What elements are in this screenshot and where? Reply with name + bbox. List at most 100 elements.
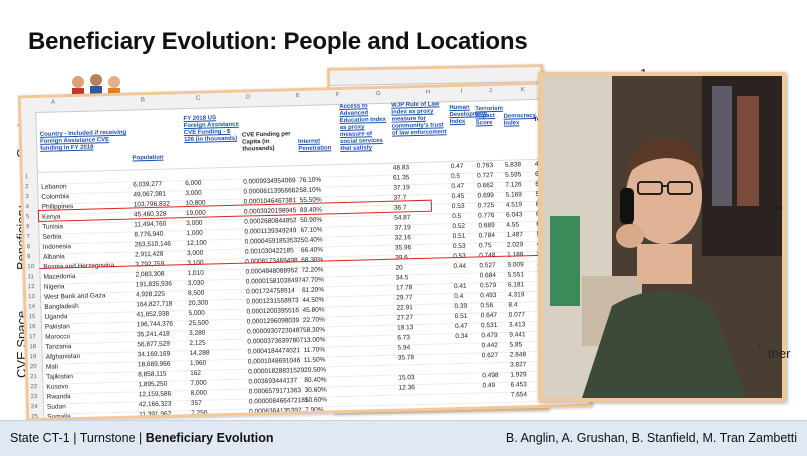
table-cell[interactable]: 8,000: [190, 389, 208, 398]
table-cell[interactable]: 29.77: [396, 294, 413, 302]
table-cell[interactable]: 13.00%: [303, 336, 326, 345]
header-democracy[interactable]: Democracy Index: [503, 112, 536, 127]
table-cell[interactable]: 6.73: [397, 334, 411, 342]
table-cell[interactable]: 58.10%: [299, 186, 322, 195]
table-cell[interactable]: 7.654: [510, 391, 528, 399]
row-number[interactable]: 7: [26, 234, 30, 241]
row-number[interactable]: 14: [28, 304, 36, 311]
table-cell[interactable]: 44.50%: [302, 296, 325, 305]
table-cell[interactable]: Kosovo: [46, 383, 69, 391]
table-cell[interactable]: 0.00009307230487: [247, 327, 304, 336]
table-cell[interactable]: 0.53: [452, 242, 466, 251]
table-cell[interactable]: 6.453: [510, 381, 527, 389]
row-number[interactable]: 23: [30, 394, 38, 401]
table-cell[interactable]: 0.0001231558973: [246, 297, 299, 306]
row-number[interactable]: 21: [30, 374, 37, 381]
row-number[interactable]: 22: [30, 384, 38, 391]
table-cell[interactable]: 0.689: [478, 222, 495, 230]
table-cell[interactable]: 50.90%: [300, 216, 323, 225]
table-cell[interactable]: Indonesia: [42, 243, 72, 251]
row-number[interactable]: 9: [26, 254, 31, 261]
table-cell[interactable]: 0.53: [451, 202, 465, 211]
table-cell[interactable]: Sudan: [46, 403, 66, 411]
table-cell[interactable]: 0.479: [481, 331, 498, 340]
table-cell[interactable]: 61.20%: [301, 286, 325, 295]
table-cell[interactable]: 0.0001048691046: [247, 357, 301, 366]
table-cell[interactable]: 11,391,962: [139, 410, 172, 419]
table-cell[interactable]: Bangladesh: [44, 302, 79, 311]
table-cell[interactable]: 2.029: [506, 241, 524, 249]
table-cell[interactable]: 47.70%: [301, 276, 324, 285]
table-cell[interactable]: Tanzania: [45, 343, 72, 351]
row-number[interactable]: 10: [27, 264, 35, 271]
table-cell[interactable]: 2,083,308: [135, 270, 165, 279]
table-cell[interactable]: 61.35: [393, 174, 410, 182]
table-cell[interactable]: 35.78: [397, 354, 415, 362]
table-cell[interactable]: 18.13: [396, 324, 414, 332]
table-cell[interactable]: Serbia: [42, 233, 62, 241]
table-cell[interactable]: 0.00001828831529: [248, 367, 305, 376]
table-cell[interactable]: 0.47: [454, 322, 468, 331]
table-cell[interactable]: 35,241,418: [137, 330, 170, 339]
table-cell[interactable]: 0.493: [480, 292, 497, 300]
table-cell[interactable]: 0.39: [454, 302, 468, 311]
row-number[interactable]: 19: [29, 354, 37, 361]
row-number[interactable]: 17: [29, 334, 36, 341]
table-cell[interactable]: 1.487: [506, 231, 524, 239]
table-cell[interactable]: 45.80%: [302, 306, 325, 315]
table-cell[interactable]: 162: [190, 369, 202, 378]
table-cell[interactable]: 48.83: [392, 164, 410, 172]
table-cell[interactable]: Rwanda: [46, 393, 71, 401]
table-cell[interactable]: Macedonia: [43, 273, 76, 281]
table-cell[interactable]: 0.41: [453, 282, 467, 291]
table-cell[interactable]: 5.838: [504, 161, 522, 169]
table-cell[interactable]: 0.784: [478, 232, 496, 240]
table-cell[interactable]: Tunisia: [42, 223, 64, 231]
table-cell[interactable]: 0.49: [482, 382, 496, 390]
row-number[interactable]: 24: [30, 404, 38, 411]
table-cell[interactable]: Uganda: [44, 313, 68, 321]
table-cell[interactable]: 30.60%: [304, 386, 327, 395]
table-cell[interactable]: 0.498: [482, 371, 499, 380]
row-number[interactable]: 6: [26, 224, 30, 231]
row-number[interactable]: 4: [25, 204, 30, 211]
table-cell[interactable]: Nigeria: [43, 283, 65, 291]
table-cell[interactable]: 11.70%: [303, 346, 326, 355]
table-cell[interactable]: 0.45: [451, 192, 465, 201]
table-cell[interactable]: 0.003693444137: [248, 377, 298, 386]
table-cell[interactable]: 0.0001200395516: [246, 307, 300, 316]
table-cell[interactable]: 12,159,586: [138, 390, 172, 399]
table-cell[interactable]: 17.78: [395, 284, 413, 292]
table-cell[interactable]: 1,000: [186, 229, 203, 238]
table-cell[interactable]: 12.36: [398, 384, 415, 392]
table-cell[interactable]: 0.684: [479, 272, 497, 280]
table-cell[interactable]: 0.75: [478, 242, 492, 250]
table-cell[interactable]: 2,911,428: [134, 250, 164, 259]
table-cell[interactable]: 196,744,376: [136, 320, 174, 329]
table-cell[interactable]: 0.5: [451, 172, 461, 181]
table-cell[interactable]: 42,166,323: [138, 400, 172, 409]
table-cell[interactable]: 3.827: [509, 361, 527, 369]
table-cell[interactable]: 20,300: [188, 299, 209, 308]
table-cell[interactable]: 4,928,225: [136, 290, 166, 299]
table-cell[interactable]: 25,500: [188, 319, 209, 328]
table-cell[interactable]: 0.077: [508, 311, 526, 319]
table-cell[interactable]: 0.51: [452, 232, 466, 241]
row-number[interactable]: 2: [25, 184, 29, 191]
table-cell[interactable]: 14,288: [189, 349, 210, 358]
table-cell[interactable]: 3,000: [185, 189, 202, 198]
table-cell[interactable]: 2,125: [189, 339, 206, 348]
table-cell[interactable]: 41,652,938: [136, 310, 170, 319]
table-cell[interactable]: 0.0004184474021: [247, 347, 301, 356]
table-cell[interactable]: 3,000: [186, 219, 203, 228]
table-cell[interactable]: Tajikistan: [46, 373, 74, 381]
table-cell[interactable]: 0.4: [454, 292, 464, 301]
table-cell[interactable]: 0.727: [477, 172, 494, 180]
table-cell[interactable]: 54.87: [394, 214, 411, 222]
table-cell[interactable]: 56,877,529: [137, 340, 171, 349]
table-cell[interactable]: 9.009: [507, 261, 524, 269]
row-number[interactable]: 18: [29, 344, 37, 351]
table-cell[interactable]: Morocco: [45, 333, 71, 341]
table-cell[interactable]: 0.34: [455, 332, 469, 341]
table-cell[interactable]: 191,835,936: [135, 280, 173, 289]
